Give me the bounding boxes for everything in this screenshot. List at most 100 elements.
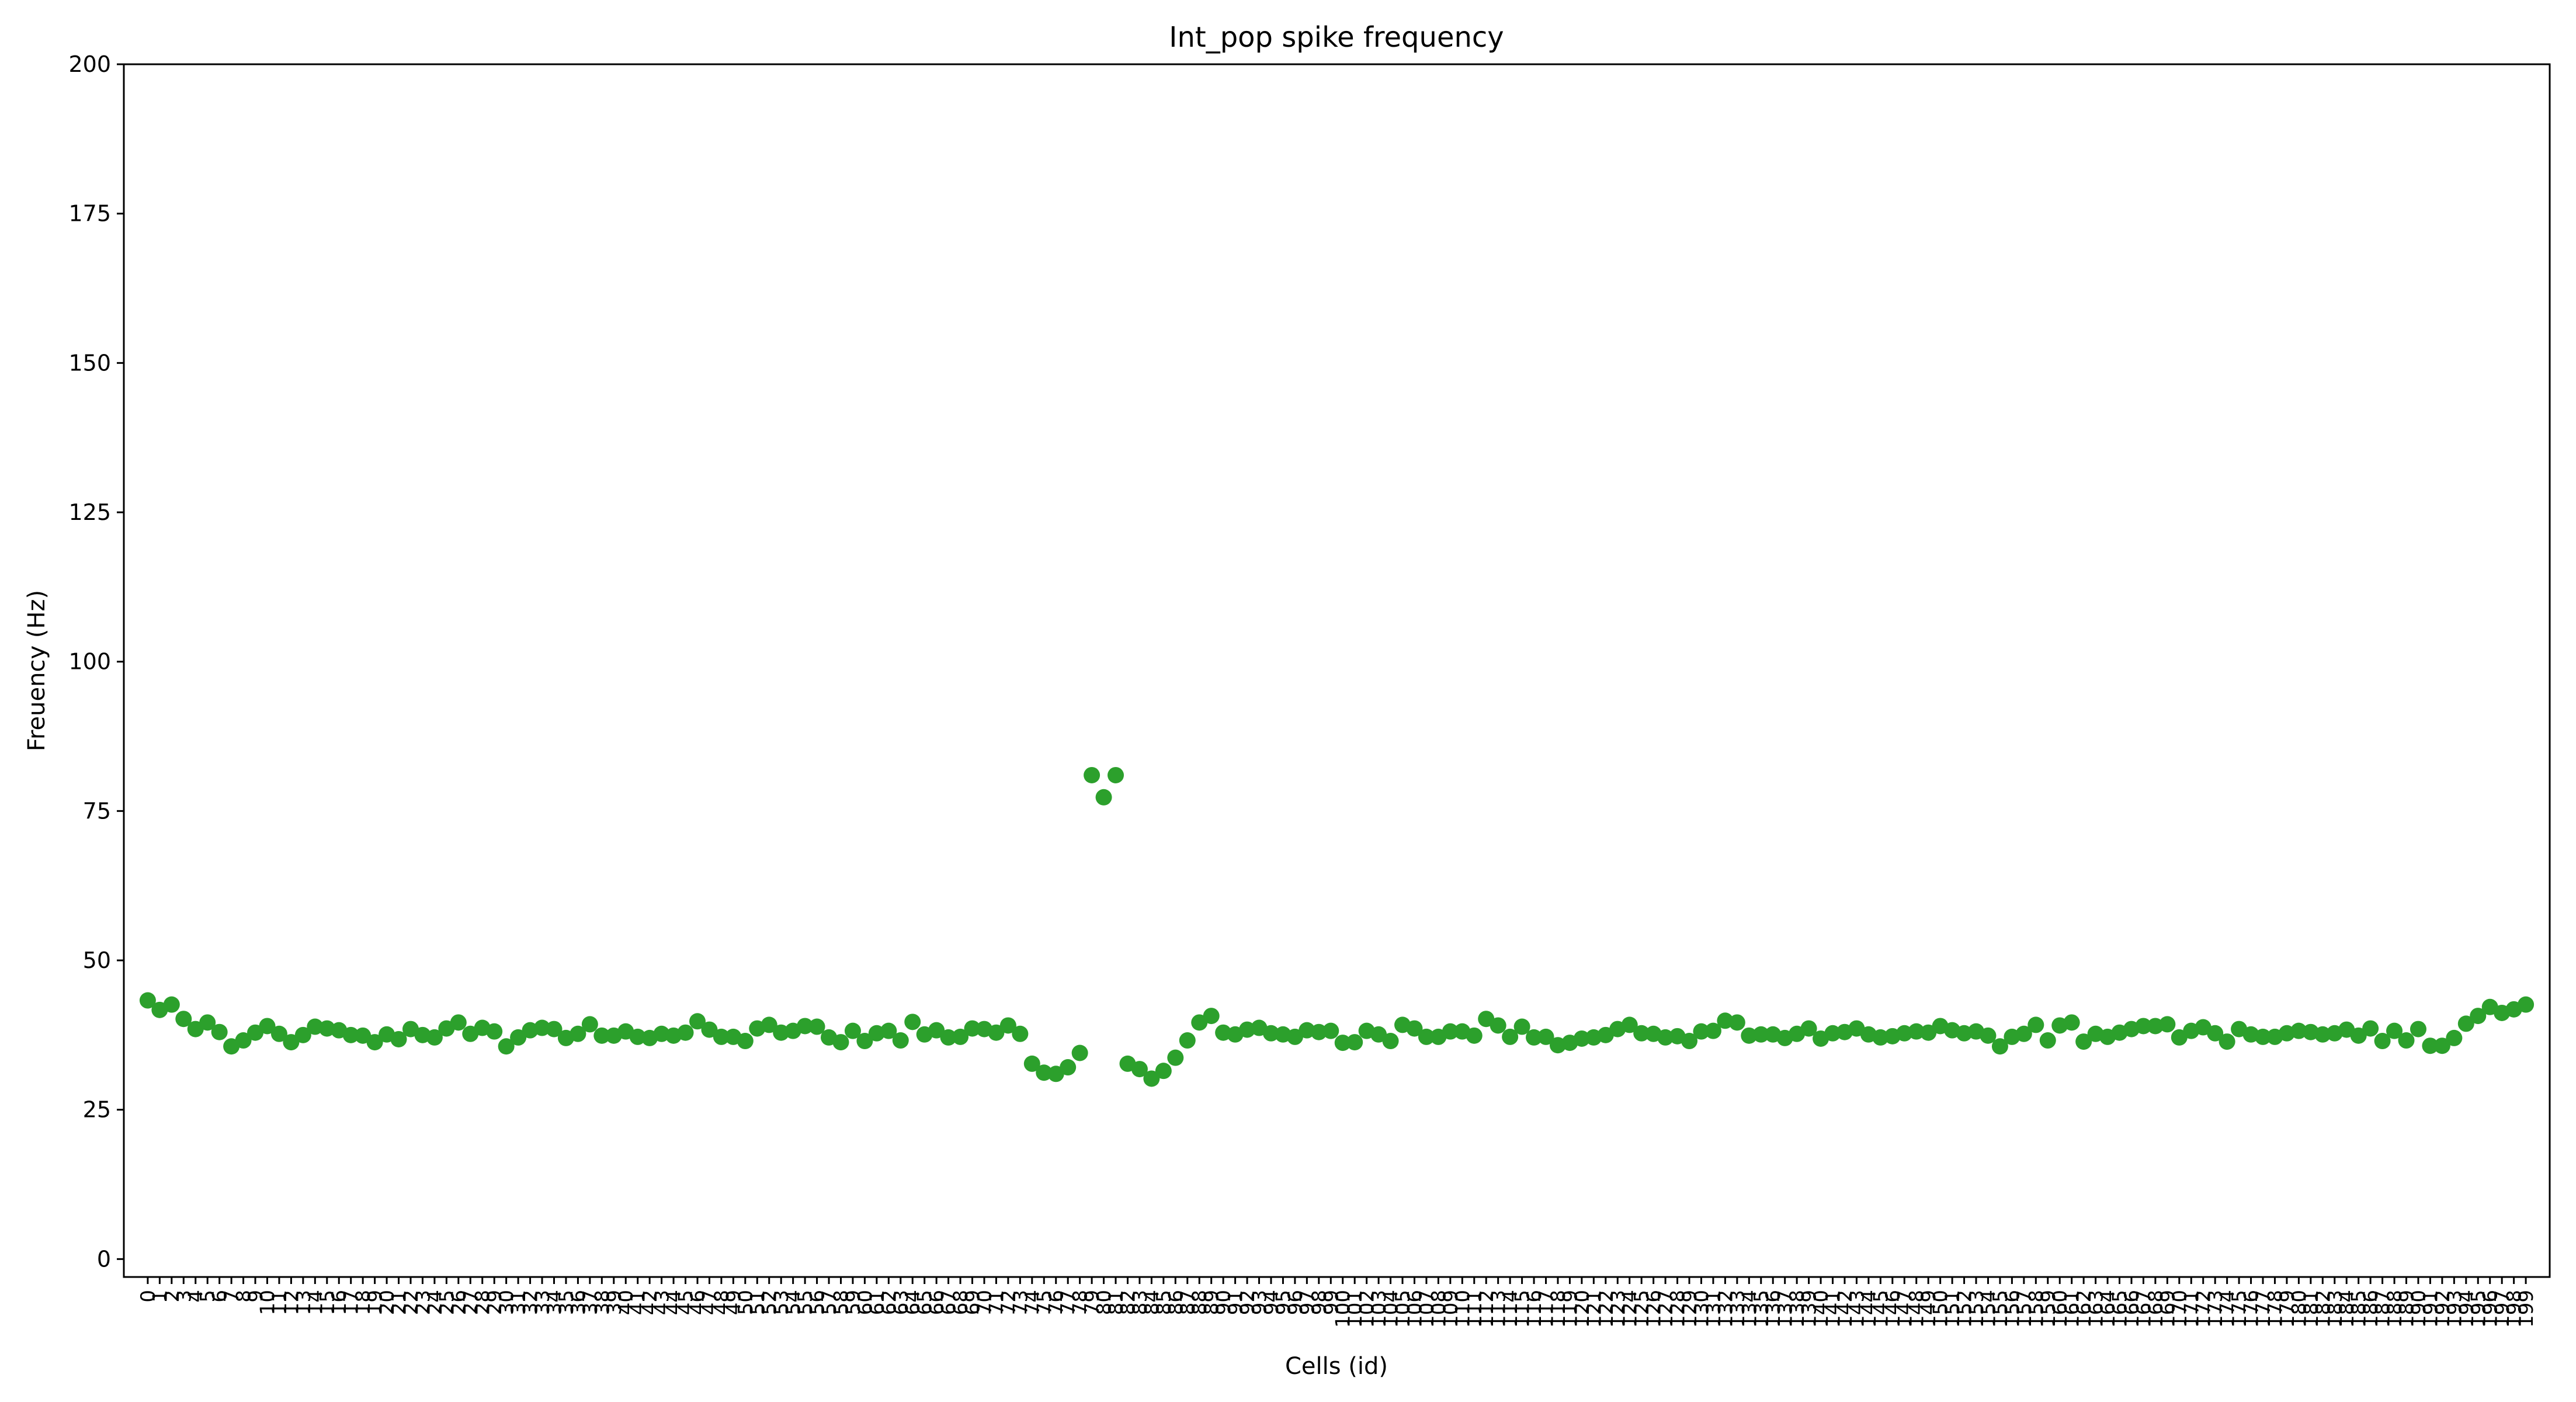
x-tick-label: 23 (411, 1290, 435, 1315)
x-tick-label: 82 (1116, 1290, 1140, 1315)
data-point (2446, 1029, 2463, 1046)
x-tick-label: 104 (1380, 1290, 1403, 1328)
x-tick-label: 157 (2013, 1290, 2036, 1328)
data-point (904, 1014, 921, 1030)
data-point (1239, 1021, 1256, 1038)
data-point (1800, 1020, 1817, 1037)
x-tick-label: 68 (949, 1290, 973, 1315)
x-tick-label: 151 (1941, 1290, 1964, 1328)
data-point (1036, 1064, 1053, 1081)
data-point (1262, 1025, 1279, 1042)
data-point (1179, 1032, 1196, 1049)
x-tick-label: 162 (2072, 1290, 2096, 1328)
x-tick-label: 92 (1236, 1290, 1259, 1315)
x-tick-label: 65 (914, 1290, 937, 1315)
x-tick-label: 43 (651, 1290, 674, 1315)
data-point (486, 1023, 503, 1040)
data-point (1956, 1025, 1973, 1042)
x-tick-label: 114 (1499, 1290, 1522, 1328)
x-tick-label: 115 (1511, 1290, 1535, 1328)
x-tick-label: 103 (1367, 1290, 1391, 1328)
x-tick-label: 165 (2109, 1290, 2132, 1328)
data-point (355, 1027, 372, 1044)
data-point (1108, 766, 1124, 783)
x-tick-label: 169 (2156, 1290, 2179, 1328)
x-tick-label: 156 (2001, 1290, 2024, 1328)
data-point (2147, 1018, 2164, 1035)
x-tick-label: 39 (603, 1290, 626, 1315)
data-point (2314, 1026, 2331, 1043)
x-tick-label: 85 (1152, 1290, 1176, 1315)
x-tick-label: 98 (1308, 1290, 1331, 1315)
x-tick-label: 32 (519, 1290, 543, 1315)
x-tick-label: 136 (1762, 1290, 1785, 1328)
x-tick-label: 3 (172, 1290, 196, 1303)
data-point (307, 1018, 324, 1035)
data-point (629, 1028, 646, 1045)
x-tick-label: 198 (2503, 1290, 2526, 1328)
x-tick-label: 175 (2228, 1290, 2251, 1328)
x-tick-label: 199 (2515, 1290, 2538, 1328)
chart-title: Int_pop spike frequency (1169, 21, 1504, 54)
x-tick-label: 66 (925, 1290, 949, 1315)
x-tick-label: 0 (137, 1290, 160, 1303)
x-tick-label: 116 (1523, 1290, 1546, 1328)
data-point (2350, 1027, 2367, 1044)
x-tick-label: 132 (1714, 1290, 1737, 1328)
data-point (2290, 1022, 2307, 1039)
data-point (1526, 1029, 1543, 1046)
data-point (1908, 1023, 1925, 1040)
data-point (844, 1022, 861, 1039)
data-point (2398, 1032, 2415, 1049)
x-tick-label: 30 (495, 1290, 519, 1315)
data-point (808, 1018, 825, 1035)
data-point (1980, 1027, 1997, 1044)
x-tick-label: 94 (1260, 1290, 1283, 1315)
x-tick-label: 80 (1093, 1290, 1116, 1315)
x-tick-label: 161 (2061, 1290, 2084, 1328)
x-tick-label: 51 (746, 1290, 769, 1315)
data-point (964, 1020, 981, 1037)
data-point (175, 1011, 192, 1028)
data-point (856, 1033, 873, 1050)
data-point (1047, 1066, 1064, 1082)
data-point (1681, 1033, 1698, 1050)
data-point (1023, 1055, 1040, 1072)
x-tick-label: 130 (1690, 1290, 1713, 1328)
data-point (1466, 1027, 1483, 1044)
data-point (2410, 1021, 2426, 1037)
x-tick-label: 131 (1702, 1290, 1726, 1328)
x-tick-label: 38 (591, 1290, 614, 1315)
x-tick-label: 193 (2443, 1290, 2466, 1328)
data-point (235, 1032, 252, 1049)
data-point (2219, 1033, 2235, 1050)
x-tick-label: 167 (2132, 1290, 2155, 1328)
x-tick-label: 83 (1129, 1290, 1152, 1315)
x-tick-label: 15 (316, 1290, 339, 1315)
x-tick-label: 9 (244, 1290, 268, 1303)
x-tick-label: 2 (161, 1290, 184, 1303)
x-tick-label: 142 (1834, 1290, 1857, 1328)
x-tick-label: 27 (459, 1290, 482, 1315)
data-point (1215, 1024, 1232, 1041)
data-point (283, 1034, 300, 1051)
x-tick-label: 106 (1403, 1290, 1426, 1328)
x-tick-label: 97 (1296, 1290, 1319, 1315)
data-point (2518, 996, 2535, 1013)
y-tick-label: 50 (83, 948, 111, 973)
x-tick-label: 13 (292, 1290, 315, 1315)
plot-frame (123, 63, 2551, 1278)
data-point (1513, 1018, 1530, 1035)
x-tick-label: 95 (1272, 1290, 1295, 1315)
data-point (2207, 1025, 2224, 1042)
data-point (1991, 1038, 2008, 1055)
x-tick-label: 139 (1798, 1290, 1821, 1328)
x-tick-label: 134 (1738, 1290, 1761, 1328)
y-tick-label: 200 (68, 51, 111, 77)
x-tick-label: 50 (734, 1290, 758, 1315)
data-point (426, 1029, 443, 1046)
x-tick-label: 53 (770, 1290, 793, 1315)
x-tick-label: 191 (2419, 1290, 2442, 1328)
data-point (1704, 1022, 1721, 1039)
x-tick-label: 17 (340, 1290, 363, 1315)
